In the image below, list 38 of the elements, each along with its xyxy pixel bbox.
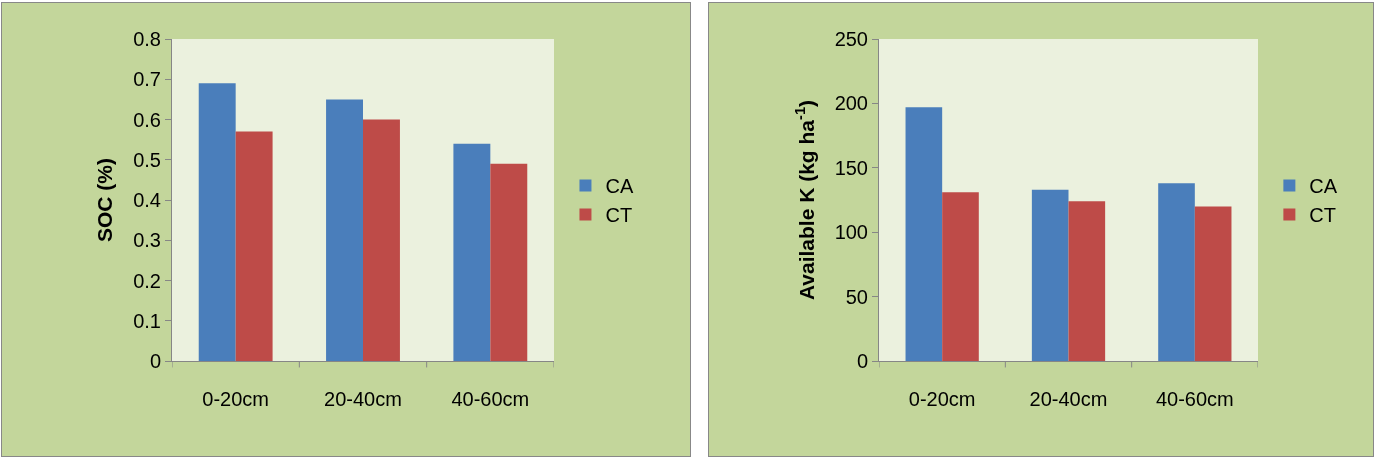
y-tick-label: 200 bbox=[834, 92, 868, 115]
x-tick-label: 0-20cm bbox=[202, 388, 270, 410]
legend-label: CA bbox=[1309, 175, 1338, 198]
legend-label: CT bbox=[1309, 204, 1337, 227]
bar bbox=[905, 107, 943, 361]
bar bbox=[1068, 201, 1106, 361]
x-tick-label: 0-20cm bbox=[908, 388, 976, 410]
legend-label: CA bbox=[605, 175, 634, 198]
y-tick-label: 100 bbox=[834, 221, 868, 244]
y-tick-label: 0.8 bbox=[133, 28, 161, 50]
bar bbox=[1194, 206, 1232, 361]
bar bbox=[942, 192, 979, 361]
bar bbox=[363, 119, 400, 361]
y-tick-label: 0.4 bbox=[133, 189, 161, 211]
x-tick-label: 40-60cm bbox=[451, 388, 530, 410]
y-tick-label: 0.3 bbox=[133, 229, 161, 252]
legend-label: CT bbox=[605, 204, 633, 227]
y-tick-label: 150 bbox=[834, 156, 868, 179]
y-tick-label: 0 bbox=[856, 350, 868, 372]
x-tick-label: 20-40cm bbox=[1029, 388, 1108, 410]
x-tick-label: 40-60cm bbox=[1155, 388, 1234, 410]
y-tick-label: 0.2 bbox=[133, 269, 161, 292]
y-tick-label: 0.5 bbox=[133, 148, 161, 171]
bar bbox=[326, 99, 363, 361]
x-tick-label: 20-40cm bbox=[324, 388, 402, 410]
y-tick-label: 50 bbox=[845, 285, 868, 308]
y-tick-label: 0.1 bbox=[133, 309, 161, 332]
y-axis-title: SOC (%) bbox=[93, 158, 117, 242]
bar bbox=[1031, 189, 1069, 361]
bar bbox=[198, 83, 236, 361]
bar bbox=[453, 143, 491, 361]
y-tick-label: 250 bbox=[834, 28, 868, 50]
y-tick-label: 0.6 bbox=[133, 108, 161, 131]
y-tick-label: 0 bbox=[149, 350, 161, 372]
bar bbox=[235, 131, 273, 361]
bar bbox=[490, 163, 528, 361]
bar bbox=[1158, 183, 1195, 361]
y-tick-label: 0.7 bbox=[133, 68, 161, 91]
